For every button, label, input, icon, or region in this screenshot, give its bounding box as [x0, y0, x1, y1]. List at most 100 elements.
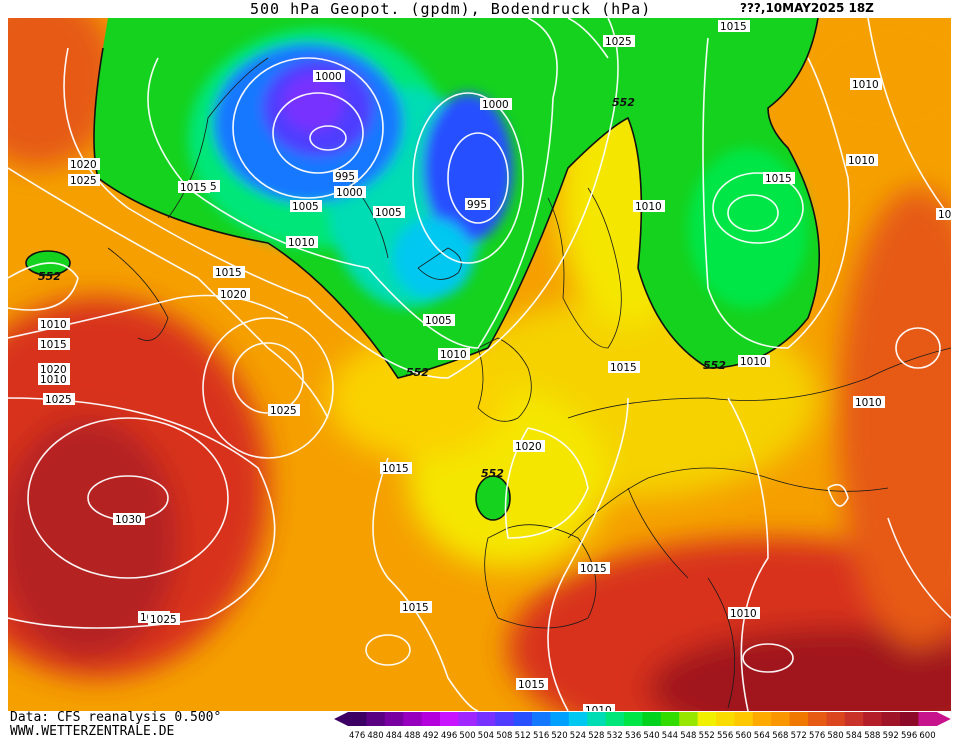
pressure-label: 1000: [336, 187, 363, 199]
legend-value: 552: [699, 731, 715, 740]
legend-value: 536: [625, 731, 641, 740]
label-552: 552: [612, 96, 635, 109]
legend-value: 540: [643, 731, 659, 740]
legend-value: 548: [680, 731, 696, 740]
contour-552: [25, 18, 821, 521]
pressure-label: 1025: [45, 394, 72, 406]
label-552: 552: [406, 366, 429, 379]
legend-swatch: [476, 712, 496, 726]
pressure-label-bg: [423, 314, 455, 326]
run-timestamp: ???,10MAY2025 18Z: [740, 1, 874, 15]
pressure-label: 1010: [730, 608, 757, 620]
legend-swatch: [550, 712, 570, 726]
legend-swatch: [366, 712, 386, 726]
legend-value: 588: [864, 731, 880, 740]
legend-value: 544: [662, 731, 678, 740]
isobars: [8, 18, 951, 711]
legend-arrow-left: [334, 712, 348, 726]
legend-value: 480: [367, 731, 383, 740]
legend-swatch: [679, 712, 699, 726]
legend-value: 516: [533, 731, 549, 740]
legend-value: 484: [386, 731, 402, 740]
legend-value: 572: [791, 731, 807, 740]
legend-swatch: [900, 712, 919, 726]
legend-arrow-right: [936, 712, 951, 726]
pressure-label: 1010: [635, 201, 662, 213]
legend-value: 512: [515, 731, 531, 740]
color-legend: 476 480 484 488 492 496 500 504 508 512 516 520 524 5…: [334, 712, 951, 740]
pressure-label-bg: [373, 206, 405, 218]
pressure-label: 1020: [70, 159, 97, 171]
legend-swatch: [826, 712, 846, 726]
pressure-label-bg: [583, 704, 615, 711]
legend-value: 592: [883, 731, 899, 740]
pressure-label-bg: [68, 174, 100, 186]
pressure-label-bg: [178, 181, 210, 193]
legend-value: 504: [478, 731, 494, 740]
pressure-label-bg: [936, 208, 951, 220]
legend-swatch: [881, 712, 901, 726]
legend-value: 564: [754, 731, 770, 740]
pressure-label-bg: [718, 20, 750, 32]
legend-swatch: [421, 712, 441, 726]
pressure-label: 1015: [720, 21, 747, 33]
pressure-label: 1030: [115, 514, 142, 526]
pressure-label: 1025: [270, 405, 297, 417]
pressure-label-bg: [38, 338, 70, 350]
pressure-label: 1010: [848, 155, 875, 167]
pressure-label: 1015: [382, 463, 409, 475]
pressure-label: 1020: [220, 289, 247, 301]
label-552: 552: [38, 270, 61, 283]
pressure-label-bg: [113, 513, 145, 525]
legend-value: 568: [772, 731, 788, 740]
legend-swatch: [403, 712, 423, 726]
legend-swatch: [605, 712, 625, 726]
pressure-label-bg: [334, 186, 366, 198]
pressure-label-bg: [38, 318, 70, 330]
legend-swatch: [734, 712, 754, 726]
legend-value: 560: [735, 731, 751, 740]
legend-swatch: [844, 712, 864, 726]
pressure-label: 1010: [852, 79, 879, 91]
pressure-label-bg: [380, 462, 412, 474]
legend-swatch: [384, 712, 404, 726]
pressure-label-bg: [68, 158, 100, 170]
legend-swatch: [440, 712, 459, 726]
pressure-label-bg: [148, 613, 180, 625]
legend-swatch: [532, 712, 551, 726]
legend-value: 556: [717, 731, 733, 740]
pressure-label: 1025: [70, 175, 97, 187]
pressure-label: 1010: [40, 319, 67, 331]
legend-swatch: [568, 712, 588, 726]
pressure-label: 1025: [605, 36, 632, 48]
legend-value: 532: [607, 731, 623, 740]
pressure-label-bg: [578, 562, 610, 574]
pressure-label-bg: [763, 172, 795, 184]
pressure-label-bg: [480, 98, 512, 110]
legend-value: 596: [901, 731, 917, 740]
legend-swatch: [789, 712, 809, 726]
legend-value: 488: [404, 731, 420, 740]
pressure-label: 1000: [482, 99, 509, 111]
pressure-label-bg: [290, 200, 322, 212]
pressure-label: 1010: [585, 705, 612, 711]
pressure-label-bg: [400, 601, 432, 613]
legend-value: 520: [551, 731, 567, 740]
pressure-label-bg: [738, 355, 770, 367]
legend-swatch: [513, 712, 533, 726]
legend-value: 496: [441, 731, 457, 740]
pressure-label-bg: [633, 200, 665, 212]
site-url[interactable]: WWW.WETTERZENTRALE.DE: [10, 724, 175, 739]
legend-swatch: [771, 712, 791, 726]
label-552: 552: [481, 467, 504, 480]
legend-value: 580: [827, 731, 843, 740]
legend-swatch: [808, 712, 827, 726]
pressure-label-bg: [850, 78, 882, 90]
legend-value: 600: [919, 731, 935, 740]
pressure-label-bg: [43, 393, 75, 405]
legend-swatch: [660, 712, 680, 726]
legend-swatch: [716, 712, 735, 726]
pressure-label-bg: [846, 154, 878, 166]
pressure-label-bg: [465, 198, 490, 210]
